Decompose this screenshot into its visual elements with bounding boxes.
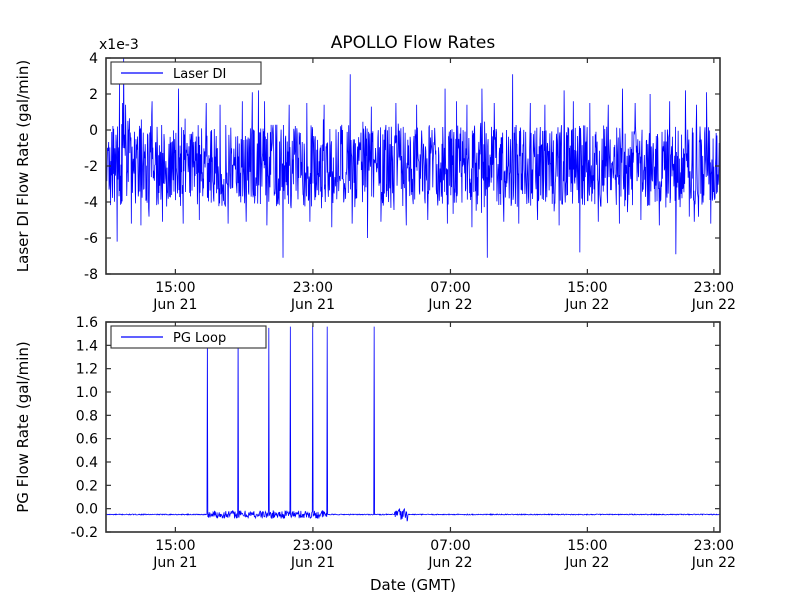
y-axis-label: PG Flow Rate (gal/min) — [14, 341, 32, 513]
x-tick-label: Jun 21 — [290, 297, 335, 313]
x-tick-label: Jun 22 — [691, 555, 736, 571]
y-tick-label: 1.0 — [76, 385, 98, 401]
x-tick-label: Jun 22 — [564, 555, 609, 571]
x-tick-label: 15:00 — [155, 538, 195, 554]
x-tick-label: 15:00 — [567, 280, 607, 296]
y-axis-label: Laser DI Flow Rate (gal/min) — [14, 60, 32, 272]
y-tick-label: -0.2 — [71, 525, 98, 541]
y-tick-label: -6 — [84, 231, 98, 247]
x-tick-label: Jun 22 — [691, 297, 736, 313]
x-tick-label: 23:00 — [293, 538, 333, 554]
y-tick-label: 0 — [89, 123, 98, 139]
plot-frame-pg-loop-flow-rate — [105, 321, 721, 533]
y-tick-label: 1.6 — [76, 315, 98, 331]
y-tick-label: 1.4 — [76, 338, 98, 354]
chart-title: APOLLO Flow Rates — [331, 33, 496, 53]
x-tick-label: 15:00 — [567, 538, 607, 554]
data-group-laser-di-flow-rate — [106, 58, 720, 258]
x-tick-label: Jun 21 — [152, 297, 197, 313]
data-line-laser-di-flow-rate — [106, 58, 720, 258]
y-tick-label: 2 — [89, 87, 98, 103]
data-group-pg-loop-flow-rate — [106, 325, 720, 522]
y-tick-label: 0.0 — [76, 502, 98, 518]
y-tick-label: 0.4 — [76, 455, 98, 471]
x-tick-label: 23:00 — [694, 280, 734, 296]
y-tick-label: 4 — [89, 51, 98, 67]
x-tick-label: Jun 22 — [427, 555, 472, 571]
x-tick-label: 15:00 — [155, 280, 195, 296]
legend-label: PG Loop — [173, 331, 226, 346]
legend-frame — [110, 325, 267, 349]
y-tick-label: -8 — [84, 267, 98, 283]
legend-pg-loop-flow-rate[interactable]: PG Loop — [110, 325, 267, 349]
data-line-pg-loop-flow-rate — [106, 325, 720, 522]
x-tick-label: 23:00 — [293, 280, 333, 296]
y-tick-label: 0.6 — [76, 432, 98, 448]
x-tick-label: Jun 22 — [564, 297, 609, 313]
legend-frame — [110, 61, 262, 85]
x-tick-label: Jun 21 — [152, 555, 197, 571]
y-tick-label: -2 — [84, 159, 98, 175]
legend-label: Laser DI — [173, 67, 226, 82]
x-tick-label: Jun 22 — [427, 297, 472, 313]
y-tick-label: 0.8 — [76, 408, 98, 424]
x-tick-label: 07:00 — [430, 280, 470, 296]
x-tick-label: 07:00 — [430, 538, 470, 554]
y-tick-label: 1.2 — [76, 362, 98, 378]
y-offset-label: x1e-3 — [99, 37, 139, 53]
x-tick-label: Jun 21 — [290, 555, 335, 571]
y-tick-label: 0.2 — [76, 478, 98, 494]
x-axis-label: Date (GMT) — [370, 576, 456, 594]
x-tick-label: 23:00 — [694, 538, 734, 554]
axes-pg-loop-flow-rate: 1.61.41.21.00.80.60.40.20.0-0.215:00Jun … — [14, 315, 736, 594]
legend-laser-di-flow-rate[interactable]: Laser DI — [110, 61, 262, 85]
y-tick-label: -4 — [84, 195, 98, 211]
